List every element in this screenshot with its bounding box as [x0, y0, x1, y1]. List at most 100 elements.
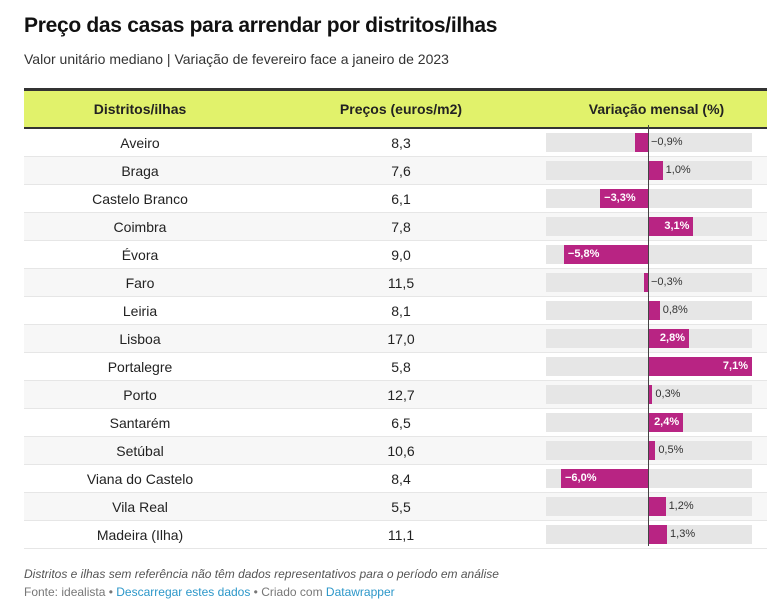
table-row: Faro 11,5 −0,3% [24, 269, 767, 297]
data-table: Distritos/ilhas Preços (euros/m2) Variaç… [24, 88, 767, 549]
table-row: Portalegre 5,8 7,1% [24, 353, 767, 381]
change-label: 1,0% [665, 164, 691, 176]
price-value: 12,7 [387, 386, 415, 403]
change-bar [648, 357, 752, 376]
district-name: Braga [121, 162, 159, 179]
separator: • [250, 585, 262, 599]
change-cell: −5,8% [546, 241, 767, 268]
change-cell: 3,1% [546, 213, 767, 240]
column-header-district[interactable]: Distritos/ilhas [93, 101, 187, 117]
change-label: 7,1% [722, 360, 748, 372]
table-body: Aveiro 8,3 −0,9% Braga 7,6 1,0% Castelo Branco… [24, 129, 767, 549]
table-row: Castelo Branco 6,1 −3,3% [24, 185, 767, 213]
district-name: Vila Real [112, 498, 168, 515]
change-cell: −0,9% [546, 129, 767, 156]
table-row: Viana do Castelo 8,4 −6,0% [24, 465, 767, 493]
created-with-label: Criado com [261, 585, 326, 599]
change-bar [563, 245, 648, 264]
change-bar [648, 217, 694, 236]
separator: • [105, 585, 117, 599]
change-cell: 1,0% [546, 157, 767, 184]
price-value: 11,1 [387, 526, 415, 543]
price-value: 7,8 [391, 218, 411, 235]
change-label: 2,4% [654, 416, 680, 428]
change-label: −0,3% [651, 276, 683, 288]
price-value: 11,5 [387, 274, 415, 291]
table-row: Leiria 8,1 0,8% [24, 297, 767, 325]
bar-track [546, 133, 752, 152]
footer: Fonte: idealista • Descarregar estes dad… [24, 585, 395, 599]
change-bar [648, 161, 663, 180]
change-cell: 1,3% [546, 521, 767, 548]
change-cell: −6,0% [546, 465, 767, 492]
price-value: 6,5 [391, 414, 411, 431]
table-row: Santarém 6,5 2,4% [24, 409, 767, 437]
change-bar [648, 525, 668, 544]
district-name: Portalegre [107, 358, 173, 375]
change-cell: 0,5% [546, 437, 767, 464]
district-name: Leiria [122, 302, 158, 319]
change-bar [634, 133, 648, 152]
change-label: −6,0% [565, 472, 597, 484]
district-name: Coimbra [113, 218, 167, 235]
column-header-change[interactable]: Variação mensal (%) [588, 101, 725, 117]
source-label: Fonte: idealista [24, 585, 106, 599]
bar-track [546, 189, 752, 208]
change-cell: 0,8% [546, 297, 767, 324]
change-cell: −3,3% [546, 185, 767, 212]
datawrapper-link[interactable]: Datawrapper [325, 585, 395, 599]
table-row: Braga 7,6 1,0% [24, 157, 767, 185]
change-label: 1,3% [670, 528, 696, 540]
change-label: −0,9% [651, 136, 683, 148]
change-bar [648, 385, 653, 404]
chart-subtitle: Valor unitário mediano | Variação de fev… [24, 51, 449, 67]
table-row: Aveiro 8,3 −0,9% [24, 129, 767, 157]
change-bar [643, 273, 648, 292]
download-data-link[interactable]: Descarregar estes dados [116, 585, 251, 599]
district-name: Setúbal [116, 442, 164, 459]
change-bar [648, 497, 666, 516]
district-name: Porto [123, 386, 157, 403]
price-value: 7,6 [391, 162, 411, 179]
change-cell: −0,3% [546, 269, 767, 296]
table-row: Coimbra 7,8 3,1% [24, 213, 767, 241]
district-name: Évora [121, 246, 159, 263]
table-row: Porto 12,7 0,3% [24, 381, 767, 409]
price-value: 6,1 [391, 190, 411, 207]
change-label: 2,8% [659, 332, 685, 344]
chart-title: Preço das casas para arrendar por distri… [24, 14, 498, 37]
change-bar [648, 413, 684, 432]
column-header-price[interactable]: Preços (euros/m2) [339, 101, 463, 117]
change-bar [648, 301, 660, 320]
price-value: 8,1 [391, 302, 411, 319]
price-value: 5,8 [391, 358, 411, 375]
change-cell: 0,3% [546, 381, 767, 408]
change-cell: 2,8% [546, 325, 767, 352]
change-label: 0,3% [655, 388, 681, 400]
change-label: 3,1% [664, 220, 690, 232]
table-row: Vila Real 5,5 1,2% [24, 493, 767, 521]
change-bar [561, 469, 648, 488]
change-label: 1,2% [668, 500, 694, 512]
table-row: Setúbal 10,6 0,5% [24, 437, 767, 465]
district-name: Santarém [109, 414, 171, 431]
price-value: 17,0 [387, 330, 415, 347]
district-name: Madeira (Ilha) [96, 526, 184, 543]
change-bar [648, 441, 656, 460]
table-row: Lisboa 17,0 2,8% [24, 325, 767, 353]
bar-track [546, 273, 752, 292]
change-cell: 1,2% [546, 493, 767, 520]
price-value: 8,3 [391, 134, 411, 151]
change-label: 0,8% [662, 304, 688, 316]
zero-axis-line [648, 125, 649, 546]
price-value: 10,6 [387, 442, 415, 459]
district-name: Castelo Branco [92, 190, 188, 207]
change-label: 0,5% [658, 444, 684, 456]
table-row: Madeira (Ilha) 11,1 1,3% [24, 521, 767, 549]
change-label: −3,3% [604, 192, 636, 204]
change-bar [600, 189, 648, 208]
district-name: Faro [125, 274, 155, 291]
price-value: 5,5 [391, 498, 411, 515]
table-header: Distritos/ilhas Preços (euros/m2) Variaç… [24, 88, 767, 129]
change-bar [648, 329, 689, 348]
